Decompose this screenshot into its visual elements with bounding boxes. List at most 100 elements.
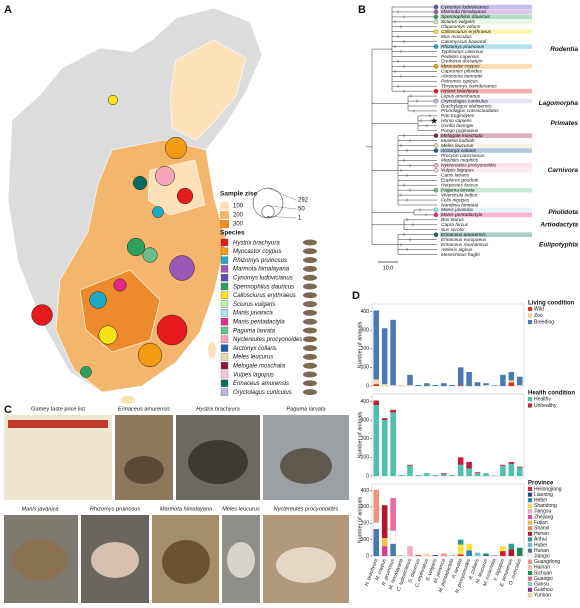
tip-label: Pronolagus crassicaudatus xyxy=(441,108,499,114)
tip-highlight xyxy=(440,44,532,49)
legend-label: Fujian xyxy=(534,520,548,526)
legend-swatch xyxy=(527,306,533,312)
tip-dot xyxy=(433,133,439,138)
legend-label: Jiangxi xyxy=(534,554,550,560)
bar-segment xyxy=(491,475,498,476)
tip-label: Marmota himalayana xyxy=(441,9,486,15)
tip-dot xyxy=(433,44,439,49)
y-tick-label: 400 xyxy=(361,488,370,494)
panel-label: D xyxy=(352,290,360,302)
bar-segment xyxy=(457,464,464,476)
species-swatch xyxy=(220,362,229,370)
species-name: Sciurus vulgaris xyxy=(233,302,275,308)
legend-swatch xyxy=(527,403,533,408)
legend-label: Healthy xyxy=(534,396,551,402)
photo-title: Erinaceus amurensis xyxy=(118,406,170,412)
tip-label: Mustela kathiah xyxy=(441,138,475,144)
scale-label: 10.0 xyxy=(383,265,394,271)
color-level-label: 200 xyxy=(233,213,244,219)
species-swatch xyxy=(220,300,229,308)
species-icon xyxy=(303,248,317,255)
tip-highlight xyxy=(440,9,532,15)
plot-frame xyxy=(371,303,525,387)
plot-frame xyxy=(371,483,525,557)
species-icon xyxy=(303,371,317,378)
tip-label: Paguma larvata xyxy=(441,187,475,193)
species-swatch xyxy=(220,326,229,335)
legend-swatch xyxy=(527,313,533,318)
tip-label: Viverricula indica xyxy=(441,192,478,198)
legend-swatch xyxy=(527,570,533,576)
legend-label: Heilongjiang xyxy=(534,486,562,492)
legend-label: Hebei xyxy=(534,498,547,504)
bar-segment xyxy=(373,553,380,556)
bar-segment xyxy=(424,553,430,556)
bar-segment xyxy=(381,538,388,547)
tip-label: Eupleres goudotii xyxy=(441,178,479,184)
y-tick-label: 400 xyxy=(361,309,370,315)
photo-animal xyxy=(276,547,336,583)
tip-label: Lepus americanus xyxy=(441,93,481,99)
species-icon xyxy=(303,301,317,308)
bar-segment xyxy=(483,383,489,386)
bar-segment xyxy=(440,474,447,476)
legend-label: Shanxi xyxy=(534,526,549,532)
species-name: Meles leucurus xyxy=(233,355,273,361)
panel-label: A xyxy=(4,4,12,16)
legend-swatch xyxy=(527,576,533,581)
species-icon xyxy=(303,292,317,299)
tip-dot xyxy=(433,19,439,25)
species-name: Vulpes lagopus xyxy=(233,372,274,378)
species-swatch xyxy=(220,247,229,255)
species-swatch xyxy=(220,370,229,379)
color-level-label: 300 xyxy=(233,222,244,228)
bar-segment xyxy=(483,473,489,476)
legend-label: Zoo xyxy=(534,313,543,319)
species-icon xyxy=(303,353,317,360)
legend-swatch xyxy=(527,537,533,542)
photo-title: Gamey taste price list xyxy=(31,406,85,412)
site-circle xyxy=(132,175,148,191)
legend-swatch xyxy=(527,520,533,525)
site-circle xyxy=(137,342,163,368)
bar-segment xyxy=(381,420,388,476)
y-axis-label: Number of animals xyxy=(357,496,363,543)
site-circle xyxy=(156,314,188,346)
bar-segment xyxy=(373,489,380,523)
species-swatch xyxy=(220,335,229,343)
species-name: Cynomys ludovicianus xyxy=(233,275,293,281)
tip-label: Arctonyx collaris xyxy=(440,148,477,154)
tip-label: Brachylagus idahoensis xyxy=(441,103,492,109)
legend-swatch xyxy=(527,531,533,536)
species-name: Manis javanica xyxy=(233,311,273,317)
tip-label: Erinaceus europaeus xyxy=(441,237,487,243)
color-swatch xyxy=(220,202,229,210)
size-legend-label: 1 xyxy=(298,216,302,222)
species-icon xyxy=(303,362,317,369)
bar-segment xyxy=(466,462,472,469)
species-swatch xyxy=(220,379,229,387)
tip-dot xyxy=(433,4,439,10)
species-swatch xyxy=(220,238,229,247)
bar-segment xyxy=(373,529,380,554)
legend-label: Anhui xyxy=(534,537,547,543)
size-legend-leader xyxy=(267,205,297,210)
bar-segment xyxy=(457,385,464,386)
bar-segment xyxy=(516,547,523,556)
species-icon xyxy=(303,257,317,264)
tip-label: Sus scrofa xyxy=(441,227,464,233)
legend-title: Living condition xyxy=(528,301,575,307)
bar-segment xyxy=(424,473,430,476)
legend-label: Unhealthy xyxy=(534,403,557,409)
legend-label: Hubei xyxy=(534,542,547,548)
bar-segment xyxy=(500,546,506,552)
tip-dot xyxy=(433,232,439,237)
photos xyxy=(4,415,349,603)
bar-segment xyxy=(474,472,481,474)
tip-label: Manis pentadactyla xyxy=(441,212,483,218)
legend-label: Gansu xyxy=(534,582,549,588)
bar-segment xyxy=(432,555,439,556)
bar-segment xyxy=(474,552,481,556)
species-name: Spermophilus dauricus xyxy=(233,284,294,290)
